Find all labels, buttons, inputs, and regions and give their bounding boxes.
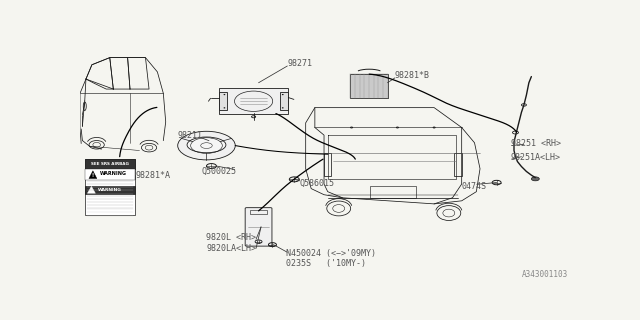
Bar <box>219 92 227 110</box>
Bar <box>324 154 332 176</box>
Text: 0474S: 0474S <box>462 182 487 191</box>
Text: Q500025: Q500025 <box>202 167 237 176</box>
Text: !: ! <box>92 173 94 178</box>
Text: 98211: 98211 <box>178 131 203 140</box>
Bar <box>85 169 134 180</box>
Bar <box>370 186 416 198</box>
Bar <box>280 92 289 110</box>
Text: 98251A<LH>: 98251A<LH> <box>511 153 561 163</box>
Bar <box>219 88 288 114</box>
Bar <box>454 154 461 176</box>
Bar <box>250 210 267 214</box>
Text: 9820LA<LH>: 9820LA<LH> <box>207 244 257 253</box>
Text: SEE SRS AIRBAG: SEE SRS AIRBAG <box>91 162 129 166</box>
Ellipse shape <box>187 137 226 153</box>
Text: WARNING: WARNING <box>98 188 122 192</box>
Text: 98251 <RH>: 98251 <RH> <box>511 139 561 148</box>
Polygon shape <box>89 171 97 179</box>
Bar <box>85 159 134 215</box>
Bar <box>85 159 134 169</box>
Text: Q586015: Q586015 <box>300 179 335 188</box>
Bar <box>350 74 388 98</box>
FancyBboxPatch shape <box>245 208 272 246</box>
Polygon shape <box>88 186 95 193</box>
Text: 0235S   ('10MY-): 0235S ('10MY-) <box>286 259 366 268</box>
Text: N450024 (<−>'09MY): N450024 (<−>'09MY) <box>286 249 376 258</box>
Text: WARNING: WARNING <box>100 171 127 176</box>
Text: 98281*A: 98281*A <box>136 172 170 180</box>
Circle shape <box>531 177 540 181</box>
Text: 98281*B: 98281*B <box>395 71 430 80</box>
Circle shape <box>178 131 236 160</box>
Text: A343001103: A343001103 <box>522 270 568 279</box>
Text: 9820L <RH>: 9820L <RH> <box>207 234 257 243</box>
Bar <box>85 186 134 194</box>
Text: 98271: 98271 <box>287 59 312 68</box>
